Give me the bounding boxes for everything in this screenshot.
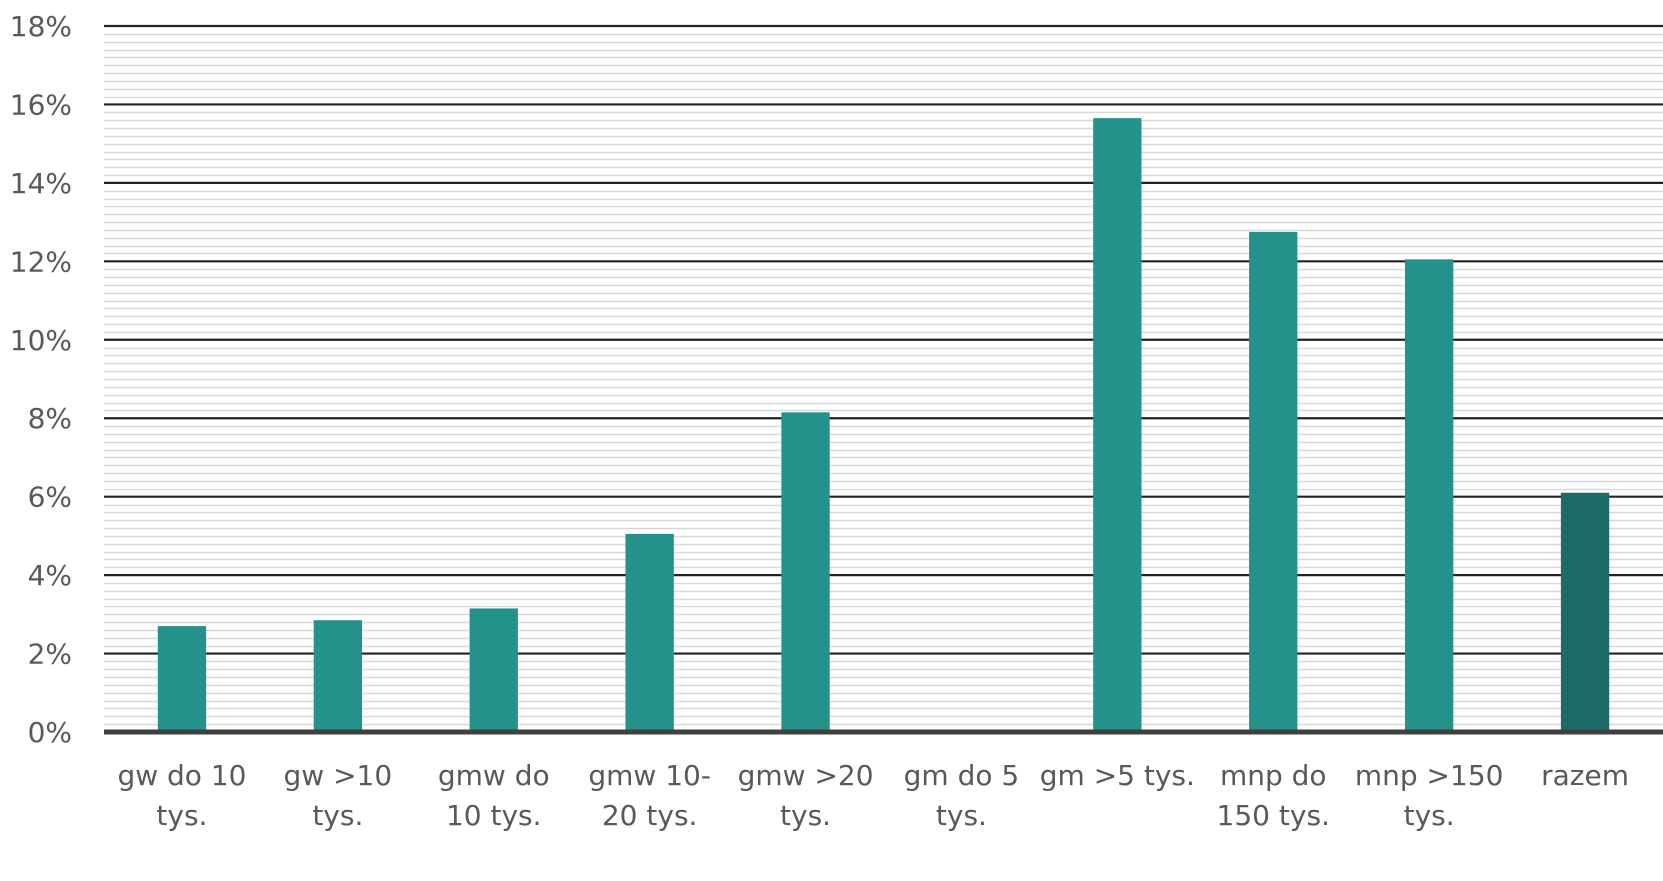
x-category-label: mnp >150 tys. — [1355, 759, 1504, 832]
bar — [625, 533, 674, 732]
bar — [313, 620, 363, 732]
x-category-label: gw do 10 tys. — [117, 759, 246, 832]
bars-group — [157, 118, 1610, 732]
x-category-label: gm >5 tys. — [1040, 759, 1195, 792]
y-tick-label: 8% — [28, 402, 72, 435]
x-category-label: gm do 5 tys. — [904, 759, 1020, 832]
bar — [1249, 231, 1298, 732]
x-category-label: gmw >20 tys. — [738, 759, 874, 832]
x-category-label: gmw 10-20 tys. — [588, 759, 711, 832]
bar — [1404, 259, 1454, 732]
y-tick-label: 18% — [10, 10, 72, 43]
y-tick-label: 12% — [10, 245, 72, 278]
y-tick-label: 2% — [28, 638, 72, 671]
y-tick-label: 6% — [28, 481, 72, 514]
y-tick-label: 10% — [10, 324, 72, 357]
y-tick-label: 16% — [10, 88, 72, 121]
x-category-label: gmw do 10 tys. — [438, 759, 550, 832]
y-tick-label: 4% — [28, 559, 72, 592]
x-category-labels: gw do 10 tys. gw >10 tys. gmw do 10 tys. gmw 1… — [117, 759, 1629, 832]
x-category-label: razem — [1541, 759, 1629, 792]
bar — [781, 412, 830, 732]
major-gridlines — [104, 24, 1663, 655]
x-category-label: mnp do 150 tys. — [1217, 759, 1330, 832]
x-category-label: gw >10 tys. — [284, 759, 393, 832]
bar — [469, 608, 518, 732]
y-tick-label: 14% — [10, 167, 72, 200]
minor-gridlines — [104, 33, 1663, 726]
y-tick-label: 0% — [28, 716, 72, 749]
bar — [1093, 118, 1142, 732]
bar — [1560, 492, 1610, 732]
y-tick-labels: 0% 2% 4% 6% 8% 10% 12% 14% 16% 18% — [10, 10, 72, 749]
bar — [157, 626, 207, 732]
